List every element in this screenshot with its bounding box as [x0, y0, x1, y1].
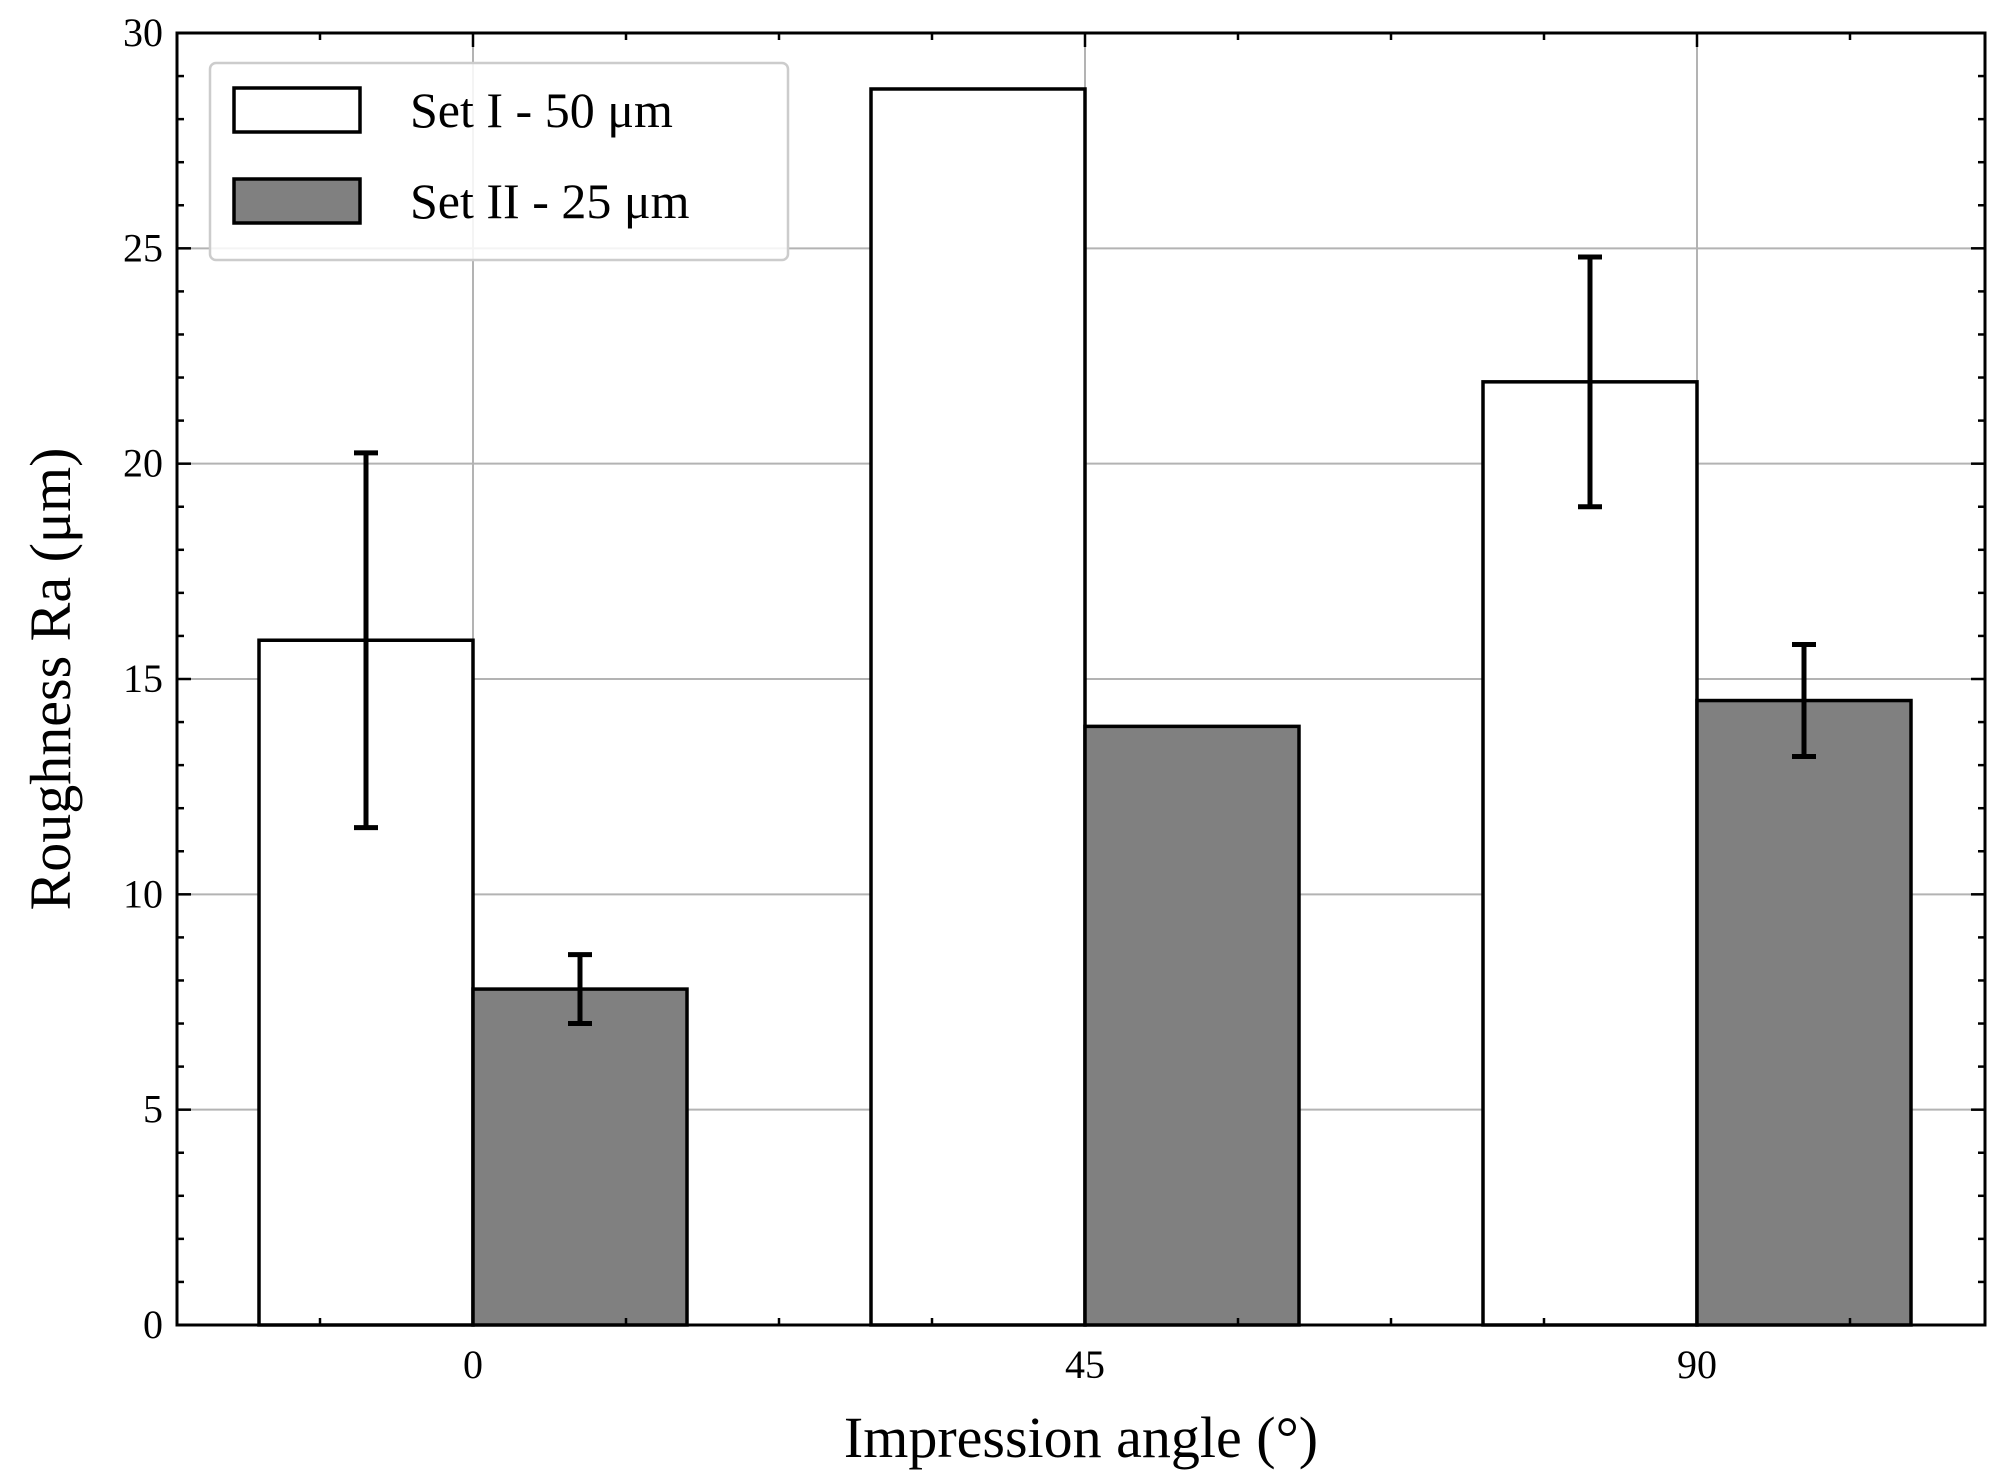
legend-label-set-ii: Set II - 25 μm [410, 173, 690, 229]
y-tick-label: 0 [143, 1302, 163, 1347]
error-bar-series2-0 [568, 952, 592, 1027]
bar-series2-90 [1695, 698, 1913, 1327]
legend: Set I - 50 μm Set II - 25 μm [208, 61, 790, 262]
bar-series1-45 [869, 87, 1087, 1327]
y-tick-label: 5 [143, 1087, 163, 1132]
legend-swatch-set-ii [232, 177, 362, 225]
y-tick-label: 20 [123, 441, 163, 486]
x-tick-labels: 0 45 90 [463, 1342, 1717, 1387]
x-tick-label: 0 [463, 1342, 483, 1387]
error-bar-series1-90 [1578, 254, 1602, 510]
bar-series2-0 [471, 987, 689, 1327]
error-bar-series1-0 [354, 450, 378, 831]
y-tick-label: 10 [123, 871, 163, 916]
x-tick-label: 90 [1677, 1342, 1717, 1387]
error-bar-series2-90 [1792, 642, 1816, 760]
y-tick-label: 15 [123, 656, 163, 701]
y-tick-labels: 0 5 10 15 20 25 30 [123, 10, 163, 1347]
bar-series1-90 [1481, 380, 1699, 1327]
bar-series2-45 [1083, 724, 1301, 1327]
y-tick-label: 25 [123, 225, 163, 270]
legend-swatch-set-i [232, 86, 362, 134]
y-tick-label: 30 [123, 10, 163, 55]
legend-label-set-i: Set I - 50 μm [410, 82, 673, 138]
error-bars-layer [354, 254, 1816, 1027]
bars-layer [257, 87, 1913, 1327]
y-axis-title: Roughness Ra (μm) [18, 448, 83, 911]
tick-marks [177, 31, 1985, 1327]
x-axis-title: Impression angle (°) [844, 1405, 1318, 1470]
x-tick-label: 45 [1065, 1342, 1105, 1387]
